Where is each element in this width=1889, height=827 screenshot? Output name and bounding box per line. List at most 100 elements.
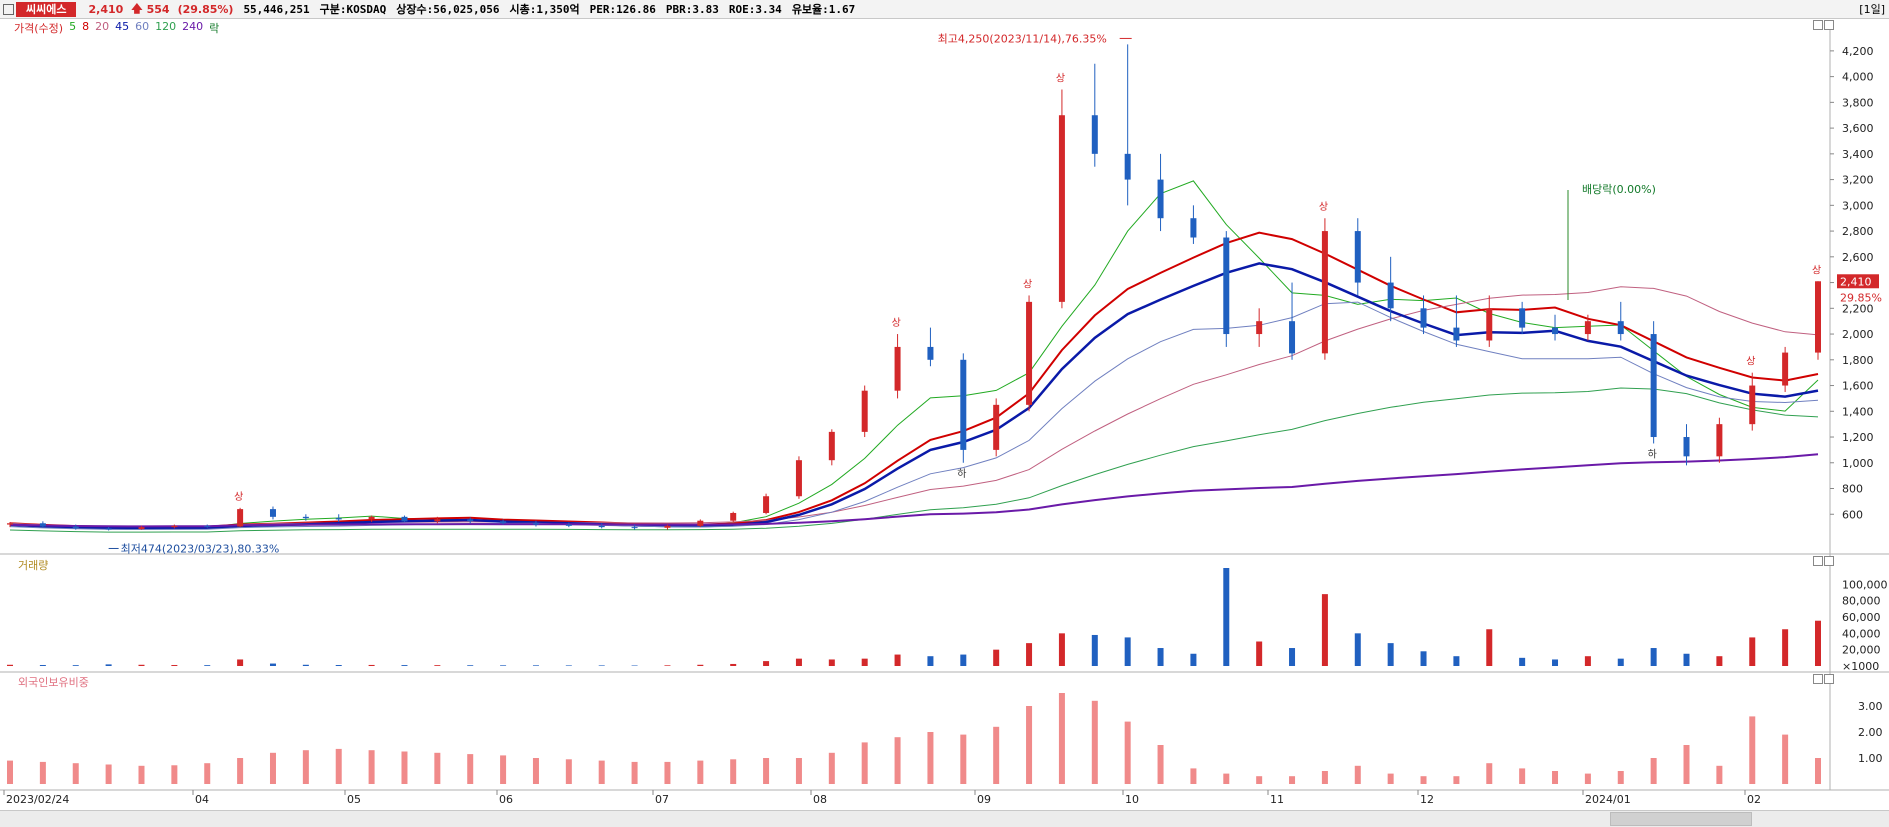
price-tick-label: 2,000 <box>1842 328 1874 341</box>
foreign-bar <box>763 758 769 784</box>
candle-body <box>369 517 375 520</box>
limit-down-label: 하 <box>957 467 966 480</box>
foreign-bar <box>1815 758 1821 784</box>
volume-bar <box>697 665 703 666</box>
x-tick-label: 11 <box>1270 793 1284 806</box>
candle-body <box>1289 321 1295 353</box>
candle-body <box>632 527 638 528</box>
foreign-bar <box>73 763 79 784</box>
scrollbar-thumb[interactable] <box>1610 812 1752 826</box>
volume-minimize-icon[interactable] <box>1813 556 1823 566</box>
x-tick-label: 08 <box>813 793 827 806</box>
candle-body <box>237 509 243 526</box>
foreign-minimize-icon[interactable] <box>1813 674 1823 684</box>
volume-bar <box>1684 654 1690 666</box>
candle-body <box>7 523 13 524</box>
foreign-bar <box>1421 776 1427 784</box>
volume-bar <box>763 661 769 666</box>
volume-bar <box>1453 656 1459 666</box>
foreign-bar <box>1190 768 1196 784</box>
price-tick-label: 2,600 <box>1842 251 1874 264</box>
volume-tick-label: 20,000 <box>1842 644 1881 657</box>
candle-body <box>336 518 342 519</box>
volume-bar <box>927 656 933 666</box>
candle-body <box>40 523 46 526</box>
candle-body <box>1815 281 1821 352</box>
volume-tick-label: ×1000 <box>1842 660 1879 673</box>
price-tick-label: 1,600 <box>1842 380 1874 393</box>
candle-body <box>303 517 309 518</box>
candle-body <box>533 523 539 524</box>
price-tick-label: 600 <box>1842 508 1863 521</box>
volume-bar <box>1618 659 1624 666</box>
horizontal-scrollbar[interactable] <box>0 810 1889 827</box>
volume-bar <box>1059 633 1065 666</box>
candle-body <box>171 526 177 527</box>
foreign-bar <box>1716 766 1722 784</box>
foreign-bar <box>1026 706 1032 784</box>
foreign-bar <box>1618 771 1624 784</box>
dividend-annotation: 배당락(0.00%) <box>1582 183 1656 196</box>
candle-body <box>796 460 802 496</box>
volume-tick-label: 100,000 <box>1842 578 1888 591</box>
candle-body <box>1322 231 1328 353</box>
foreign-bar <box>270 753 276 784</box>
volume-bar <box>237 659 243 666</box>
volume-bar <box>500 665 506 666</box>
candle-body <box>1158 180 1164 219</box>
candle-body <box>960 360 966 450</box>
foreign-bar <box>1092 701 1098 784</box>
candle-body <box>993 405 999 450</box>
volume-bar <box>1355 633 1361 666</box>
x-tick-label: 2023/02/24 <box>6 793 69 806</box>
high-annotation: 최고4,250(2023/11/14),76.35% <box>938 32 1107 45</box>
volume-bar <box>1256 642 1262 667</box>
candle-body <box>730 513 736 521</box>
x-tick-label: 12 <box>1420 793 1434 806</box>
volume-bar <box>829 659 835 666</box>
candle-body <box>1618 321 1624 334</box>
foreign-bar <box>1355 766 1361 784</box>
foreign-bar <box>1289 776 1295 784</box>
foreign-bar <box>237 758 243 784</box>
foreign-bar <box>533 758 539 784</box>
foreign-bar <box>40 762 46 784</box>
volume-bar <box>204 665 210 666</box>
candle-body <box>763 496 769 513</box>
foreign-bar <box>369 750 375 784</box>
ma240-line <box>10 454 1818 526</box>
volume-bar <box>73 665 79 666</box>
candle-body <box>1190 218 1196 237</box>
foreign-bar <box>1125 722 1131 784</box>
price-tick-label: 4,200 <box>1842 45 1874 58</box>
candle-body <box>500 521 506 523</box>
x-tick-label: 10 <box>1125 793 1139 806</box>
current-price-tag-text: 2,410 <box>1840 275 1872 288</box>
foreign-close-icon[interactable] <box>1824 674 1834 684</box>
price-tick-label: 3,600 <box>1842 122 1874 135</box>
candle-body <box>862 391 868 432</box>
volume-bar <box>1223 568 1229 666</box>
foreign-bar <box>467 754 473 784</box>
volume-close-icon[interactable] <box>1824 556 1834 566</box>
x-tick-label: 06 <box>499 793 513 806</box>
close-icon[interactable] <box>1824 20 1834 30</box>
foreign-bar <box>1782 735 1788 784</box>
volume-bar <box>599 665 605 666</box>
foreign-bar <box>138 766 144 784</box>
foreign-tick-label: 2.00 <box>1858 726 1883 739</box>
volume-bar <box>1651 648 1657 666</box>
volume-bar <box>1421 651 1427 666</box>
limit-up-label: 상 <box>1812 264 1821 276</box>
low-annotation: 최저474(2023/03/23),80.33% <box>121 542 280 555</box>
ma60-line <box>10 302 1818 529</box>
volume-bar <box>1782 629 1788 666</box>
minimize-icon[interactable] <box>1813 20 1823 30</box>
candle-body <box>270 509 276 517</box>
volume-bar <box>566 665 572 666</box>
volume-bar <box>171 665 177 666</box>
limit-up-label: 상 <box>234 491 243 503</box>
foreign-bar <box>1684 745 1690 784</box>
volume-bar <box>1026 643 1032 666</box>
